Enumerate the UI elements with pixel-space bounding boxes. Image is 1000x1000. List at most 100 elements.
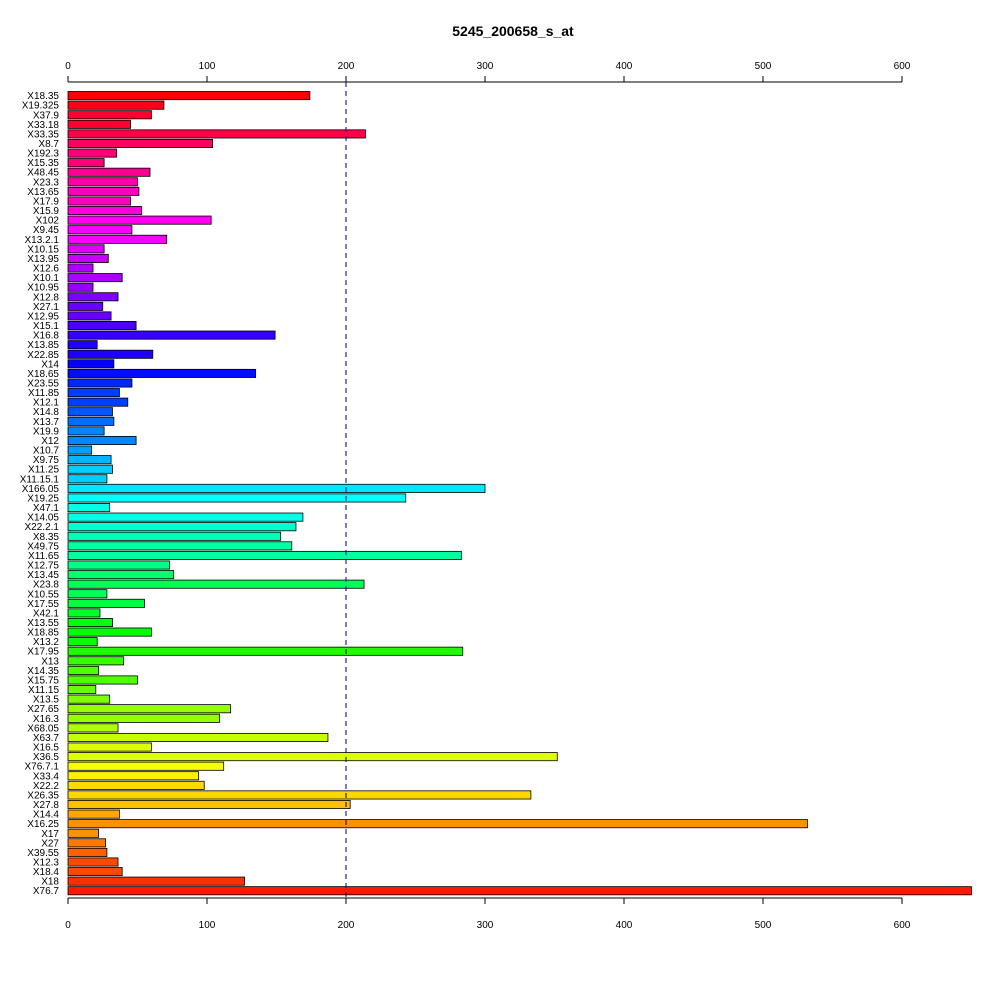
category-label: X23.8 [33,580,60,591]
bar [67,186,140,196]
category-label: X10.1 [33,273,60,284]
top-axis-tick-label: 600 [894,61,911,72]
category-label: X18 [41,877,59,888]
category-label: X9.45 [33,225,60,236]
bar [67,378,133,388]
category-label: X27.65 [27,704,59,715]
category-label: X15.35 [27,158,59,169]
category-label: X33.35 [27,129,59,140]
top-axis-tick-label: 200 [338,61,355,72]
bar [67,321,137,331]
bar [67,541,293,551]
bar [67,215,212,225]
category-label: X18.35 [27,91,59,102]
category-label: X13.2 [33,637,60,648]
bar [67,838,106,848]
category-label: X8.35 [33,532,60,543]
category-label: X10.15 [27,244,59,255]
category-label: X166.05 [22,484,60,495]
bar [67,512,304,522]
bar [67,790,532,800]
bar [67,100,165,110]
category-label: X48.45 [27,168,59,179]
category-label: X13.7 [33,417,60,428]
category-label: X12.1 [33,398,60,409]
category-label: X14.05 [27,513,59,524]
bar [67,857,119,867]
category-label: X42.1 [33,608,60,619]
category-label: X13.55 [27,618,59,629]
bar [67,340,98,350]
bar [67,407,113,417]
top-axis-tick-label: 500 [755,61,772,72]
bar [67,301,104,311]
bar [67,138,213,148]
category-label: X27.8 [33,800,60,811]
bar [67,771,200,781]
bar [67,445,93,455]
category-label: X19.25 [27,493,59,504]
bar [67,148,118,158]
bar [67,598,145,608]
bar [67,91,311,101]
bar [67,732,329,742]
category-label: X19.9 [33,426,60,437]
bar [67,349,154,359]
bar [67,503,111,513]
category-label: X19.325 [22,101,60,112]
category-label: X17.55 [27,599,59,610]
bar [67,886,972,896]
bar [67,608,101,618]
category-label: X27 [41,838,59,849]
bar [67,876,245,886]
bottom-axis-tick-label: 100 [199,920,216,931]
category-label: X36.5 [33,752,60,763]
category-label: X27.1 [33,302,60,313]
category-label: X37.9 [33,110,60,121]
bar [67,483,486,493]
category-labels: X18.35X19.325X37.9X33.18X33.35X8.7X192.3… [20,91,60,897]
bar [67,685,97,695]
category-label: X23.55 [27,379,59,390]
bar [67,206,143,216]
bottom-axis: 0 100 200 300 400 500 600 [65,897,911,931]
category-label: X11.85 [28,388,59,399]
category-label: X39.55 [27,848,59,859]
category-label: X76.7.1 [25,762,60,773]
bar [67,665,99,675]
category-label: X22.2.1 [25,522,60,533]
bar [67,618,113,628]
bar [67,560,170,570]
bar [67,397,129,407]
category-label: X12.75 [27,561,59,572]
category-label: X15.75 [27,675,59,686]
bar [67,531,282,541]
category-label: X16.5 [33,743,60,754]
bar [67,550,462,560]
category-label: X12.6 [33,264,60,275]
bar [67,282,94,292]
bottom-axis-tick-label: 200 [338,920,355,931]
bottom-axis-tick-label: 500 [755,920,772,931]
category-label: X18.85 [27,628,59,639]
bar [67,570,175,580]
category-label: X14 [41,359,59,370]
bar [67,244,105,254]
bar [67,177,138,187]
category-label: X14.8 [33,407,60,418]
bar [67,368,257,378]
category-label: X11.65 [28,551,59,562]
category-label: X22.85 [27,350,59,361]
category-label: X63.7 [33,733,60,744]
category-label: X11.15 [28,685,59,696]
category-label: X16.8 [33,331,60,342]
category-label: X22.2 [33,781,60,792]
bar [67,455,112,465]
category-label: X18.65 [27,369,59,380]
category-label: X13.65 [27,187,59,198]
category-label: X10.7 [33,446,60,457]
bar [67,426,105,436]
bar [67,158,105,168]
chart-title: 5245_200658_s_at [452,23,574,39]
category-label: X16.25 [27,819,59,830]
